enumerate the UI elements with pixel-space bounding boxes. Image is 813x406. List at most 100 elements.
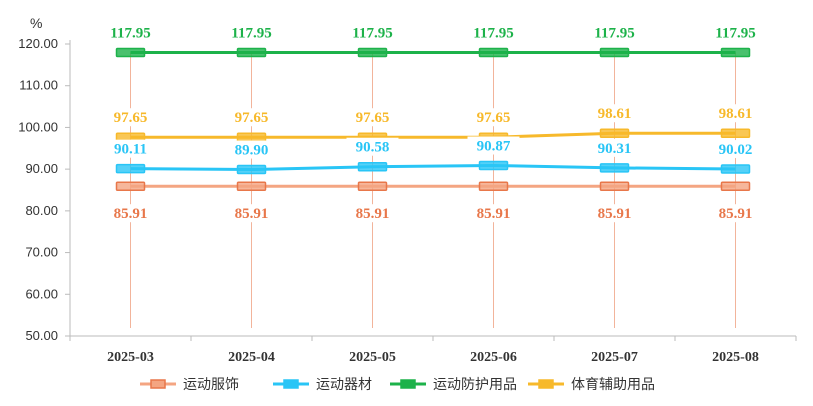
- legend-swatch-marker: [150, 379, 166, 389]
- y-tick-label: 100.00: [18, 119, 58, 134]
- drop-lines: [130, 52, 736, 328]
- series-marker: [115, 181, 146, 191]
- series-marker: [478, 181, 509, 191]
- series-marker: [357, 47, 388, 58]
- legend-swatch-marker: [400, 379, 416, 389]
- legend-label: 体育辅助用品: [571, 377, 655, 393]
- data-label-bg: [588, 204, 641, 223]
- data-label-bg: [225, 108, 278, 127]
- data-label: 85.91: [356, 206, 390, 222]
- y-tick-label: 50.00: [25, 328, 58, 343]
- series-marker: [478, 47, 509, 58]
- series-marker: [357, 161, 388, 172]
- data-label: 85.91: [477, 206, 511, 222]
- data-label-bg: [225, 23, 278, 42]
- series-marker: [720, 128, 751, 138]
- y-tick-label: 60.00: [25, 286, 58, 301]
- y-tick-label: 80.00: [25, 203, 58, 218]
- data-label: 90.02: [719, 142, 753, 158]
- data-label: 97.65: [235, 110, 269, 126]
- data-label: 117.95: [594, 26, 634, 42]
- data-label-bg: [709, 104, 762, 123]
- x-tick-label: 2025-05: [349, 350, 396, 365]
- data-label-bg: [104, 139, 157, 158]
- data-label: 97.65: [356, 110, 390, 126]
- data-label-bg: [346, 137, 399, 156]
- data-label-bg: [709, 140, 762, 159]
- x-tick-label: 2025-06: [470, 350, 517, 365]
- data-label: 97.65: [114, 110, 148, 126]
- series-marker: [720, 47, 751, 58]
- x-tick-labels: 2025-03 2025-04 2025-05 2025-06 2025-07 2025-…: [69, 336, 797, 365]
- x-tick-label: 2025-08: [712, 350, 759, 365]
- data-label-bg: [225, 140, 278, 159]
- series-marker: [599, 163, 630, 173]
- x-tick-label: 2025-04: [228, 350, 275, 365]
- x-tick-label: 2025-03: [107, 350, 154, 365]
- data-label: 98.61: [598, 106, 632, 122]
- series-marker: [357, 181, 388, 191]
- data-label-bg: [467, 204, 520, 223]
- axes: %: [30, 15, 796, 337]
- data-label-bg: [467, 136, 520, 155]
- legend-label: 运动服饰: [183, 377, 239, 393]
- data-label-bg: [588, 23, 641, 42]
- data-label: 117.95: [715, 26, 755, 42]
- data-label-bg: [225, 204, 278, 223]
- legend-label: 运动防护用品: [433, 377, 517, 393]
- series-marker: [720, 181, 751, 191]
- series-line: [130, 164, 736, 172]
- data-label: 117.95: [110, 26, 150, 42]
- series-marker: [236, 181, 267, 191]
- series-marker: [236, 164, 267, 175]
- series-marker: [115, 47, 146, 58]
- series-marker: [720, 164, 751, 174]
- y-tick-label: 110.00: [19, 78, 58, 93]
- data-label: 85.91: [598, 206, 632, 222]
- data-label-bg: [588, 138, 641, 157]
- series-marker: [599, 47, 630, 58]
- data-label: 89.90: [235, 143, 269, 159]
- data-label: 90.87: [477, 139, 511, 155]
- data-label-bg: [104, 108, 157, 127]
- series-marker: [236, 132, 267, 142]
- y-tick-labels: 50.00 60.00 70.00 80.00 90.00 100.00 110.00 120…: [18, 36, 70, 343]
- data-label: 90.11: [114, 142, 147, 158]
- data-label: 85.91: [114, 206, 148, 222]
- series-marker: [115, 163, 146, 174]
- series-marker: [478, 160, 509, 171]
- series-line: [130, 131, 736, 139]
- data-label: 90.31: [598, 141, 632, 157]
- y-tick-label: 90.00: [25, 161, 58, 176]
- series-lines: [115, 47, 751, 191]
- data-label: 117.95: [352, 26, 392, 42]
- data-label: 98.61: [719, 106, 753, 122]
- data-label-bg: [709, 204, 762, 223]
- y-tick-label: 120.00: [18, 36, 58, 51]
- legend: 运动服饰 运动器材 运动防护用品 体育辅助用品: [140, 377, 655, 393]
- data-label-bg: [467, 108, 520, 127]
- data-label-bg: [467, 23, 520, 42]
- data-label: 85.91: [235, 206, 269, 222]
- legend-swatch-marker: [538, 379, 554, 389]
- data-label-bg: [588, 104, 641, 123]
- data-label-bg: [346, 204, 399, 223]
- data-label: 117.95: [231, 26, 271, 42]
- data-label: 117.95: [473, 26, 513, 42]
- y-tick-label: 70.00: [25, 245, 58, 260]
- legend-label: 运动器材: [316, 377, 372, 393]
- series-marker: [599, 128, 630, 138]
- series-marker: [236, 47, 267, 58]
- series-marker: [599, 181, 630, 191]
- y-unit-label: %: [30, 15, 42, 31]
- data-label: 85.91: [719, 206, 753, 222]
- data-label: 90.58: [356, 140, 390, 156]
- data-labels: 85.91 85.91 85.91 85.91 85.91 85.91 90.11 89.90…: [104, 23, 762, 223]
- legend-swatch-marker: [283, 379, 299, 389]
- data-label-bg: [709, 23, 762, 42]
- data-label-bg: [346, 23, 399, 42]
- x-tick-label: 2025-07: [591, 350, 638, 365]
- data-label-bg: [346, 108, 399, 127]
- data-label-bg: [104, 23, 157, 42]
